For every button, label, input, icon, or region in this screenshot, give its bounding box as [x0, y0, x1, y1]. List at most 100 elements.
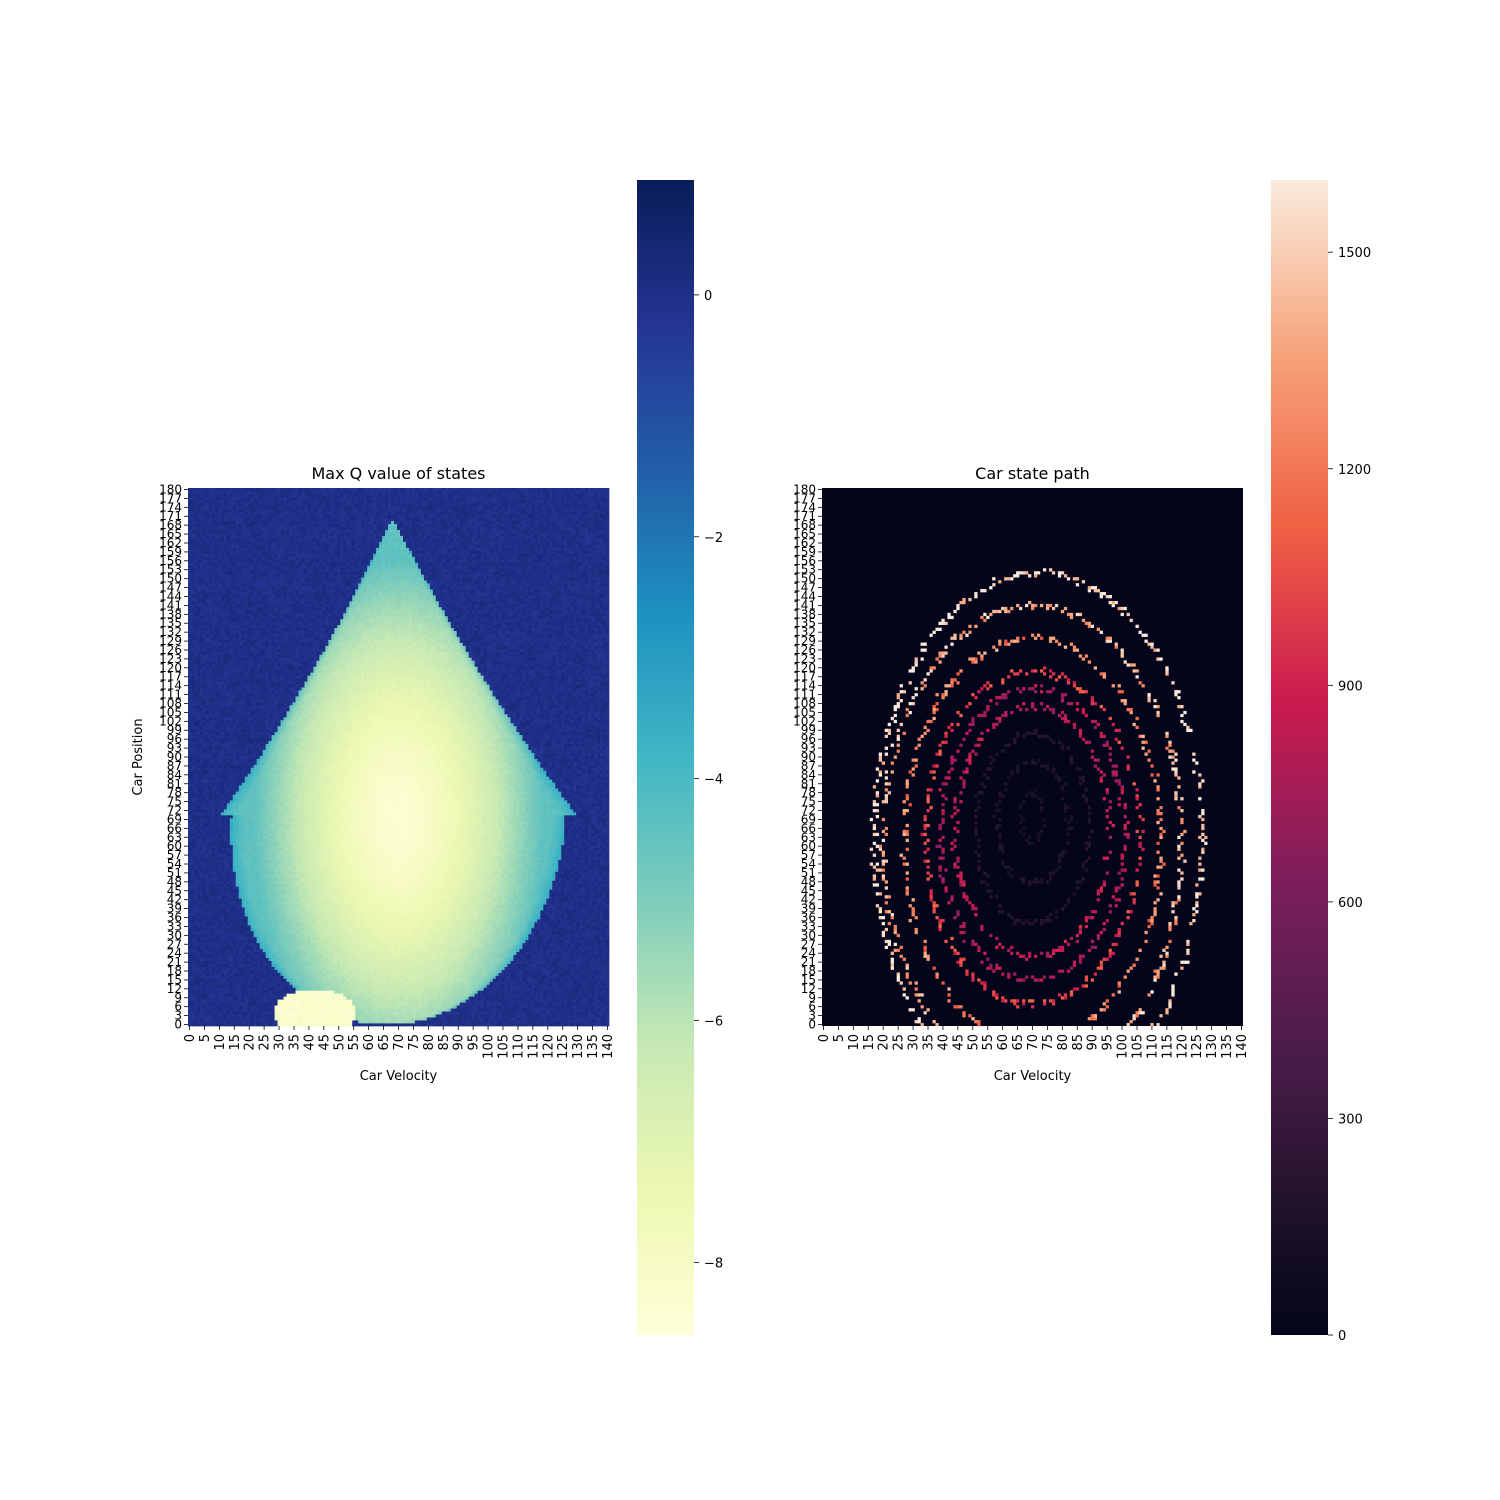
heatmap-cell — [211, 1020, 216, 1024]
heatmap-cell — [340, 945, 344, 950]
heatmap-cell — [492, 939, 496, 944]
heatmap-cell — [570, 933, 574, 938]
heatmap-cell — [444, 924, 449, 929]
heatmap-cell — [582, 1008, 586, 1012]
heatmap-cell — [513, 924, 517, 929]
heatmap-cell — [346, 963, 350, 967]
heatmap-cell — [459, 927, 464, 932]
heatmap-cell — [271, 939, 275, 944]
heatmap-cell — [361, 939, 365, 944]
heatmap-cell — [394, 1011, 398, 1015]
heatmap-cell — [379, 999, 383, 1003]
heatmap-cell — [567, 1008, 571, 1012]
heatmap-cell — [429, 924, 434, 929]
heatmap-cell — [522, 1017, 526, 1021]
heatmap-cell — [474, 942, 478, 947]
heatmap-cell — [495, 1017, 499, 1021]
heatmap-cell — [391, 939, 395, 944]
heatmap-cell — [477, 975, 481, 979]
heatmap-cell — [408, 1005, 413, 1009]
heatmap-cell — [558, 1014, 562, 1018]
heatmap-cell — [462, 1014, 467, 1018]
heatmap-cell — [405, 966, 410, 970]
heatmap-cell — [352, 972, 356, 976]
heatmap-cell — [603, 963, 607, 967]
heatmap-cell — [322, 972, 326, 976]
heatmap-cell — [397, 960, 401, 964]
heatmap-cell — [277, 1023, 281, 1027]
heatmap-cell — [253, 993, 258, 997]
heatmap-cell — [510, 987, 514, 991]
heatmap-cell — [220, 957, 225, 961]
heatmap-cell — [319, 936, 323, 941]
heatmap-cell — [289, 954, 293, 958]
heatmap-cell — [385, 957, 389, 961]
heatmap-cell — [385, 963, 389, 967]
heatmap-cell — [558, 936, 562, 941]
heatmap-cell — [385, 924, 389, 929]
heatmap-cell — [355, 966, 359, 970]
heatmap-cell — [394, 999, 398, 1003]
heatmap-cell — [414, 960, 419, 964]
heatmap-cell — [259, 987, 263, 991]
heatmap-cell — [576, 1014, 580, 1018]
heatmap-cell — [507, 1023, 511, 1027]
heatmap-cell — [346, 948, 350, 953]
heatmap-cell — [298, 1014, 302, 1018]
heatmap-cell — [307, 951, 311, 956]
heatmap-cell — [444, 969, 449, 973]
heatmap-cell — [250, 1014, 255, 1018]
heatmap-cell — [352, 969, 356, 973]
heatmap-cell — [283, 954, 287, 958]
heatmap-cell — [402, 936, 407, 941]
heatmap-cell — [241, 993, 246, 997]
heatmap-cell — [286, 987, 290, 991]
heatmap-cell — [489, 933, 493, 938]
heatmap-cell — [417, 951, 422, 956]
heatmap-cell — [570, 996, 574, 1000]
heatmap-cell — [391, 1008, 395, 1012]
heatmap-cell — [477, 945, 481, 950]
heatmap-cell — [429, 984, 434, 988]
heatmap-cell — [600, 1014, 604, 1018]
heatmap-cell — [456, 924, 461, 929]
heatmap-cell — [519, 951, 523, 956]
heatmap-cell — [397, 987, 401, 991]
heatmap-cell — [603, 1017, 607, 1021]
heatmap-cell — [301, 987, 305, 991]
heatmap-cell — [274, 939, 278, 944]
heatmap-cell — [552, 969, 556, 973]
heatmap-cell — [414, 927, 419, 932]
heatmap-cell — [435, 972, 440, 976]
heatmap-cell — [462, 1020, 467, 1024]
heatmap-cell — [486, 996, 490, 1000]
heatmap-cell — [417, 930, 422, 935]
heatmap-cell — [223, 975, 228, 979]
heatmap-cell — [379, 966, 383, 970]
heatmap-cell — [591, 1014, 595, 1018]
heatmap-cell — [414, 924, 419, 929]
heatmap-cell — [235, 972, 240, 976]
heatmap-cell — [489, 972, 493, 976]
heatmap-cell — [585, 960, 589, 964]
heatmap-cell — [414, 1014, 419, 1018]
heatmap-cell — [543, 957, 547, 961]
heatmap-cell — [286, 996, 290, 1000]
heatmap-cell — [355, 1011, 359, 1015]
heatmap-cell — [388, 957, 392, 961]
heatmap-cell — [304, 993, 308, 997]
heatmap-cell — [277, 966, 281, 970]
heatmap-cell — [196, 945, 201, 950]
heatmap-cell — [606, 1023, 610, 1027]
heatmap-cell — [223, 1017, 228, 1021]
heatmap-cell — [229, 954, 234, 958]
heatmap-cell — [561, 996, 565, 1000]
heatmap-cell — [202, 954, 207, 958]
heatmap-cell — [558, 963, 562, 967]
heatmap-cell — [522, 1008, 526, 1012]
heatmap-cell — [340, 954, 344, 958]
heatmap-cell — [244, 960, 249, 964]
heatmap-cell — [522, 1005, 526, 1009]
heatmap-cell — [188, 1020, 192, 1024]
heatmap-cell — [477, 1014, 481, 1018]
